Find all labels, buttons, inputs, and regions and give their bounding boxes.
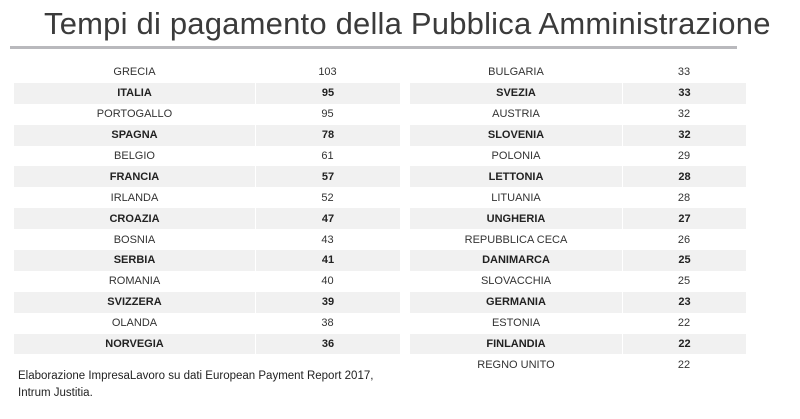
country-label: DANIMARCA [410,250,623,271]
payment-days-value: 95 [321,87,335,100]
payment-days-value: 78 [321,129,335,142]
country-label: SLOVENIA [410,124,623,146]
table-row: FRANCIA 57 [14,166,400,188]
table-row: CROAZIA 47 [14,208,400,230]
title-divider [10,46,737,49]
payment-days-value: 57 [321,170,335,183]
country-label: SERBIA [14,250,256,271]
payment-days-value: 22 [677,358,691,371]
table-row: REGNO UNITO 22 [410,354,746,375]
table-row: ROMANIA 40 [14,271,400,292]
country-label: BULGARIA [488,66,544,79]
payment-days-value: 22 [677,317,691,330]
payment-days-value: 33 [678,87,691,100]
table-row: REPUBBLICA CECA 26 [410,229,746,250]
payment-days-value: 29 [677,150,691,162]
payment-days-value: 40 [321,275,334,288]
country-label: PORTOGALLO [96,108,173,121]
country-label: ITALIA [14,82,256,104]
table-row: PORTOGALLO 95 [14,104,400,125]
table-row: BULGARIA 33 [410,62,746,83]
country-label: REGNO UNITO [477,358,555,371]
payment-days-value: 22 [678,338,691,351]
country-label: OLANDA [111,317,158,330]
payment-days-value: 32 [678,129,691,142]
source-caption: Elaborazione ImpresaLavoro su dati Europ… [18,368,373,402]
page-title: Tempi di pagamento della Pubblica Ammini… [44,6,771,41]
country-label: REPUBBLICA CECA [464,233,568,246]
country-label: FINLANDIA [410,333,623,355]
country-label: ESTONIA [491,317,541,330]
payment-days-value: 95 [321,108,334,121]
country-label: LITUANIA [491,191,541,204]
country-label: AUSTRIA [492,108,540,121]
country-label: ROMANIA [108,275,161,288]
country-label: IRLANDA [110,191,159,204]
payment-days-value: 43 [321,233,334,246]
table-row: IRLANDA 52 [14,187,400,208]
table-column-left: GRECIA 103 ITALIA 95 PORTOGALLO 95 SPAGNA 78 BEL… [14,62,400,355]
table-row: SVEZIA 33 [410,82,746,104]
country-label: BELGIO [114,150,155,162]
country-label: GRECIA [113,66,156,79]
payment-days-value: 33 [677,66,691,79]
payment-days-value: 36 [321,338,335,351]
table-row: GERMANIA 23 [410,291,746,313]
payment-days-value: 25 [678,254,691,267]
country-label: SLOVACCHIA [480,275,552,288]
table-row: ESTONIA 22 [410,313,746,334]
payment-days-value: 103 [318,66,337,79]
table-row: SLOVACCHIA 25 [410,271,746,292]
table-row: POLONIA 29 [410,146,746,167]
country-label: LETTONIA [410,166,623,188]
payment-days-value: 32 [677,108,691,121]
table-row: BELGIO 61 [14,146,400,167]
country-label: CROAZIA [14,208,256,230]
payment-days-value: 28 [678,170,691,183]
table-row: SERBIA 41 [14,250,400,271]
payment-days-value: 26 [677,233,691,246]
table-row: DANIMARCA 25 [410,250,746,271]
country-label: SVIZZERA [14,291,256,313]
table-row: ITALIA 95 [14,82,400,104]
table-row: UNGHERIA 27 [410,208,746,230]
country-label: GERMANIA [410,291,623,313]
country-label: NORVEGIA [14,333,256,355]
country-label: FRANCIA [14,166,256,188]
payment-days-value: 23 [678,296,691,309]
table-row: OLANDA 38 [14,313,400,334]
table-column-right: BULGARIA 33 SVEZIA 33 AUSTRIA 32 SLOVENIA 32 POL… [410,62,746,375]
payment-days-value: 28 [677,191,691,204]
payment-days-value: 27 [678,212,691,225]
country-label: BOSNIA [113,233,156,246]
caption-line-2: Intrum Justitia. [18,387,93,399]
country-label: POLONIA [491,150,541,162]
table-row: LITUANIA 28 [410,187,746,208]
table-row: SPAGNA 78 [14,124,400,146]
country-label: SPAGNA [14,124,256,146]
payment-days-value: 61 [321,150,334,162]
payment-days-value: 39 [321,296,335,309]
table-row: NORVEGIA 36 [14,333,400,355]
country-label: UNGHERIA [410,208,623,230]
table-row: AUSTRIA 32 [410,104,746,125]
table-row: LETTONIA 28 [410,166,746,188]
table-row: FINLANDIA 22 [410,333,746,355]
payment-days-value: 47 [321,212,335,225]
caption-line-1: Elaborazione ImpresaLavoro su dati Europ… [18,370,374,382]
table-row: SLOVENIA 32 [410,124,746,146]
country-label: SVEZIA [410,82,623,104]
payment-days-value: 41 [321,254,335,267]
table-row: GRECIA 103 [14,62,400,83]
table-row: SVIZZERA 39 [14,291,400,313]
payment-days-value: 38 [321,317,334,330]
payment-days-value: 25 [677,275,691,288]
payment-days-value: 52 [321,191,334,204]
table-row: BOSNIA 43 [14,229,400,250]
